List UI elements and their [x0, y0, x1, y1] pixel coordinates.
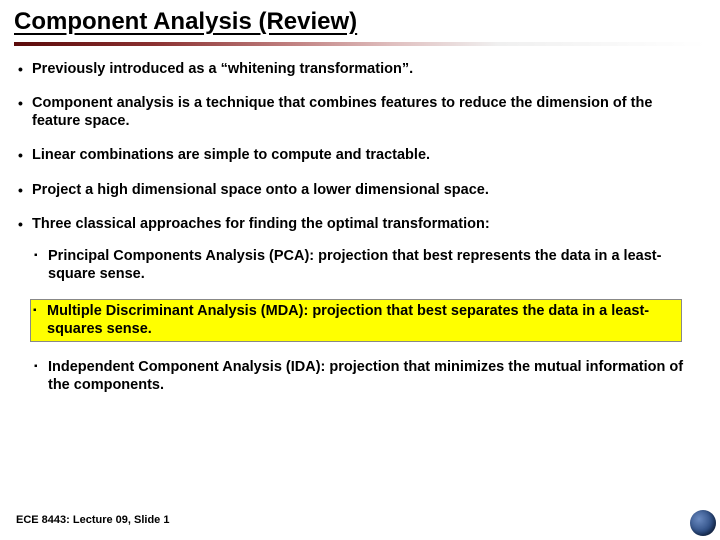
bullet-item: • Previously introduced as a “whitening …	[18, 60, 702, 78]
bullet-dot-icon: •	[18, 146, 32, 164]
sub-bullet-list: ▪ Principal Components Analysis (PCA): p…	[32, 245, 702, 396]
sub-bullet-text: Principal Components Analysis (PCA): pro…	[48, 247, 700, 283]
logo-icon	[690, 510, 716, 536]
sub-bullet-text: Independent Component Analysis (IDA): pr…	[48, 358, 700, 394]
slide-title: Component Analysis (Review)	[0, 0, 720, 40]
bullet-item: • Component analysis is a technique that…	[18, 94, 702, 130]
sub-bullet-square-icon: ▪	[33, 302, 47, 319]
sub-bullet-square-icon: ▪	[34, 358, 48, 375]
bullet-dot-icon: •	[18, 181, 32, 199]
sub-bullet-item-highlighted: ▪ Multiple Discriminant Analysis (MDA): …	[30, 299, 682, 341]
bullet-text: Component analysis is a technique that c…	[32, 94, 702, 130]
sub-bullet-item: ▪ Principal Components Analysis (PCA): p…	[32, 245, 702, 285]
bullet-dot-icon: •	[18, 60, 32, 78]
bullet-text: Previously introduced as a “whitening tr…	[32, 60, 702, 78]
bullet-text: Three classical approaches for finding t…	[32, 215, 702, 233]
slide-footer: ECE 8443: Lecture 09, Slide 1	[16, 514, 169, 526]
bullet-text: Linear combinations are simple to comput…	[32, 146, 702, 164]
bullet-dot-icon: •	[18, 94, 32, 112]
bullet-item: • Linear combinations are simple to comp…	[18, 146, 702, 164]
bullet-item: • Project a high dimensional space onto …	[18, 181, 702, 199]
sub-bullet-text: Multiple Discriminant Analysis (MDA): pr…	[47, 302, 679, 338]
bullet-dot-icon: •	[18, 215, 32, 233]
bullet-text: Project a high dimensional space onto a …	[32, 181, 702, 199]
sub-bullet-square-icon: ▪	[34, 247, 48, 264]
sub-bullet-item: ▪ Independent Component Analysis (IDA): …	[32, 356, 702, 396]
bullet-item: • Three classical approaches for finding…	[18, 215, 702, 233]
slide-body: • Previously introduced as a “whitening …	[0, 46, 720, 396]
